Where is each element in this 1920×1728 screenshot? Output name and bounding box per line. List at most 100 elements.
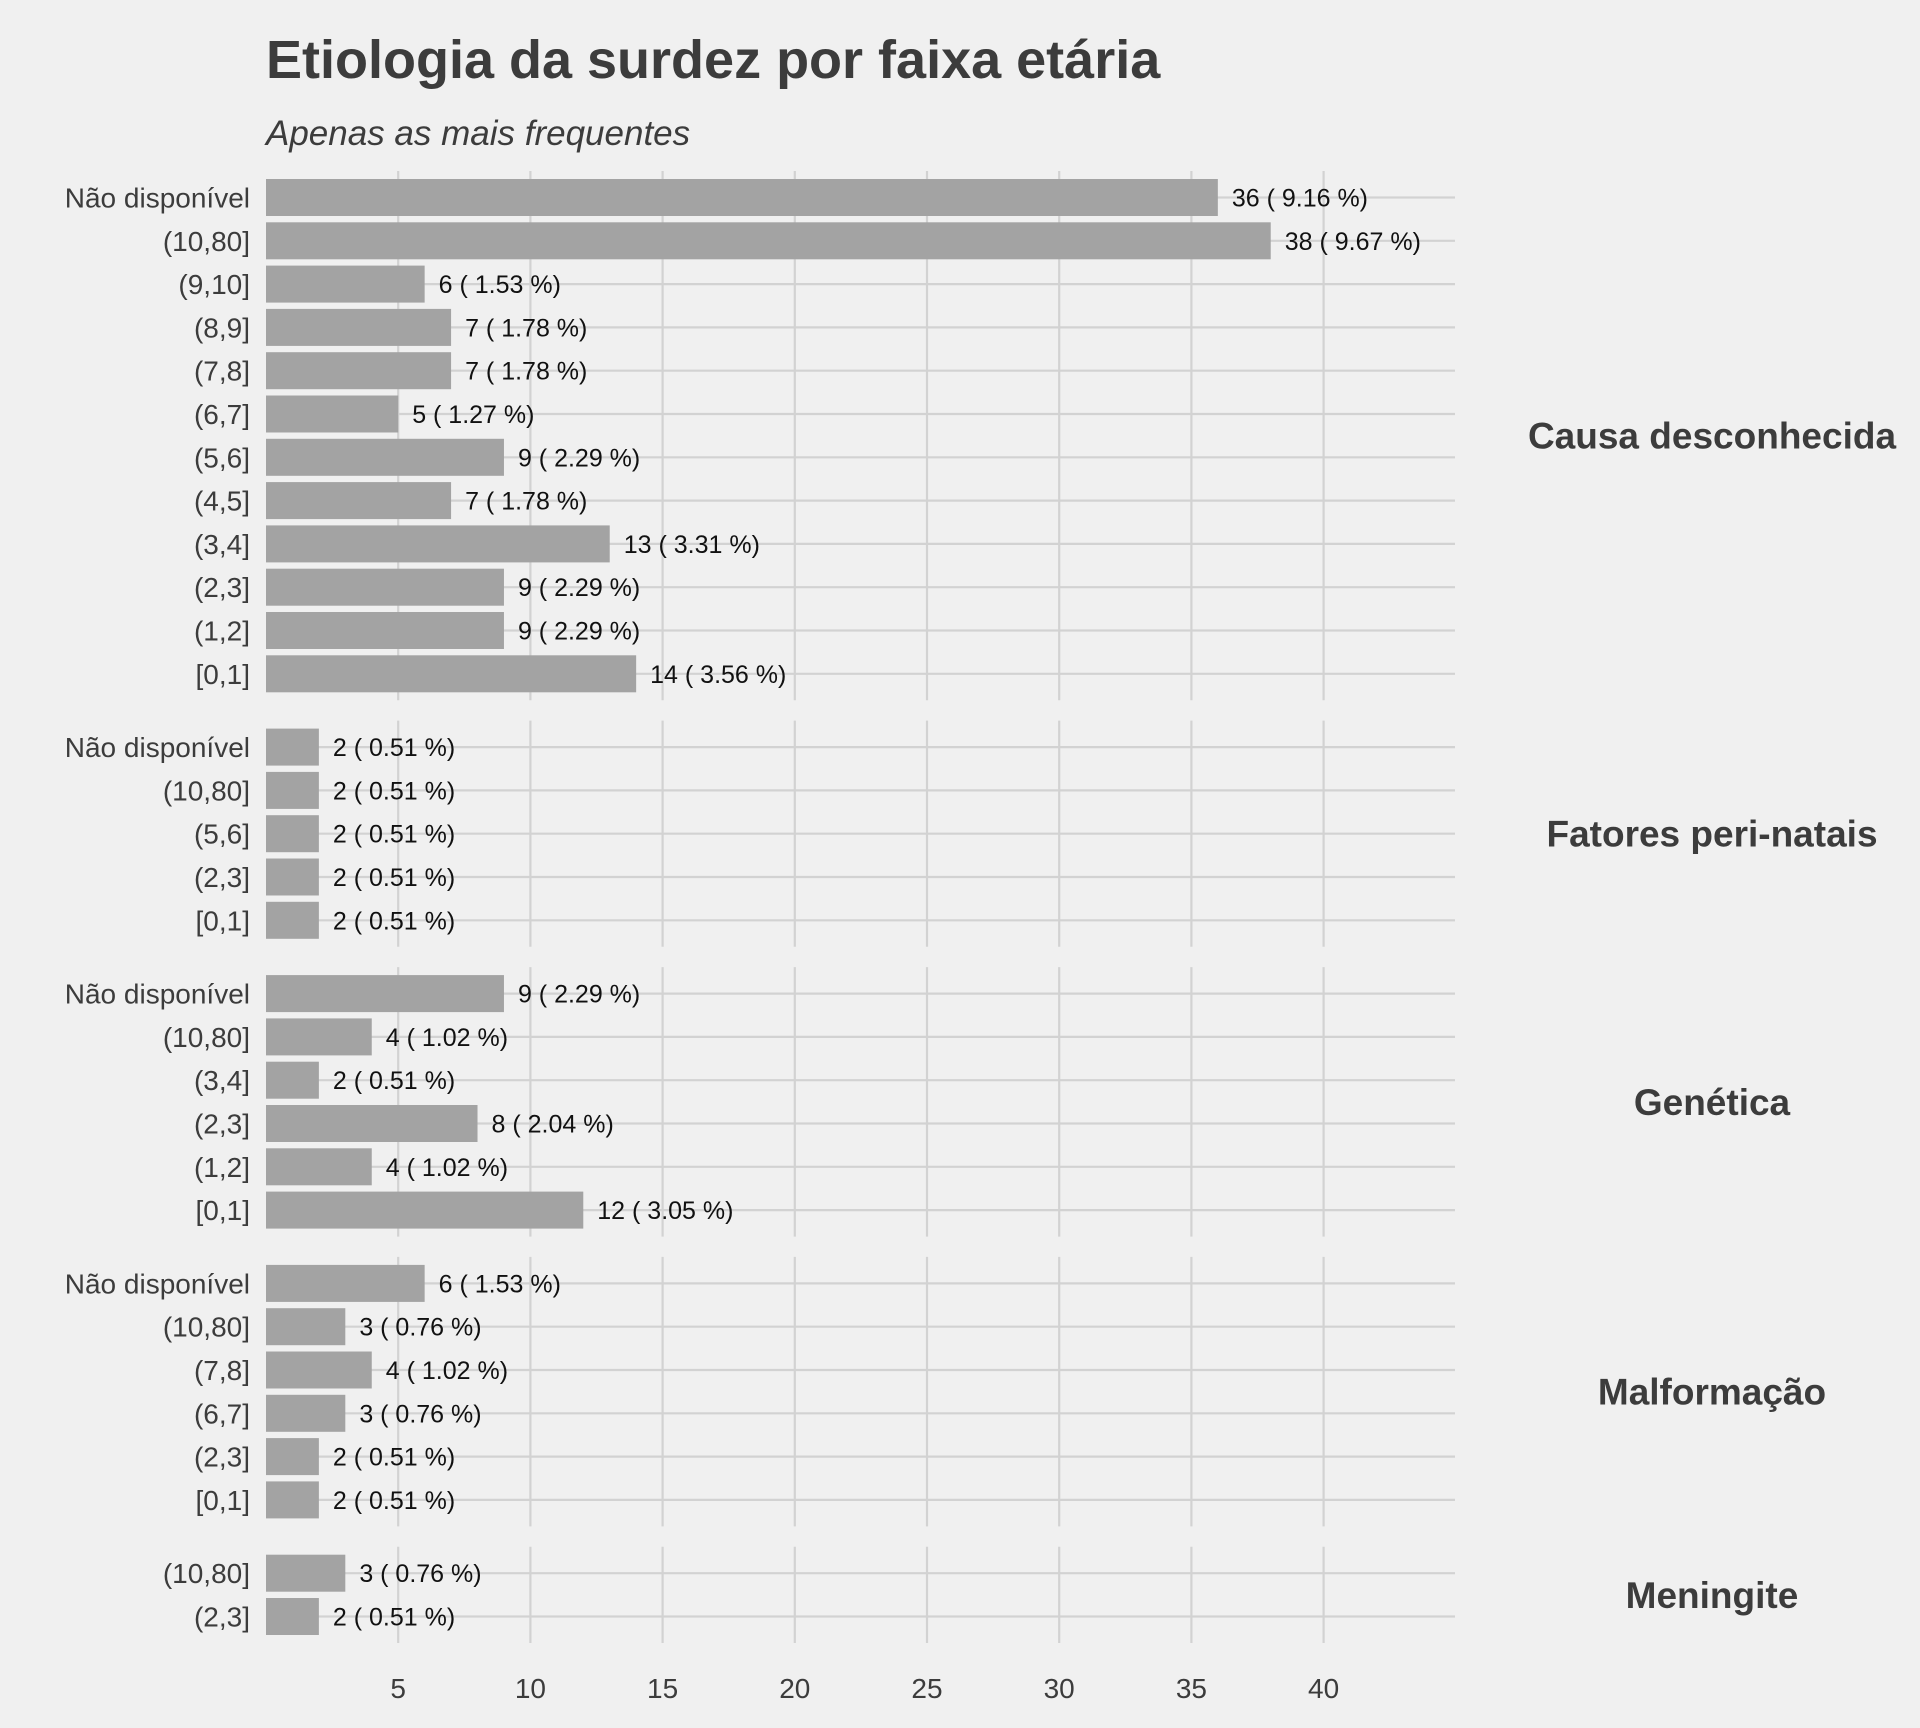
bar-value-label: 3 ( 0.76 %) bbox=[359, 1314, 481, 1342]
bar bbox=[266, 568, 504, 606]
y-category-label: (10,80] bbox=[163, 1558, 250, 1589]
bar bbox=[266, 1148, 372, 1186]
bar bbox=[266, 612, 504, 649]
facet-strip-label: Meningite bbox=[1626, 1575, 1799, 1616]
bar bbox=[266, 1554, 346, 1592]
bar-value-label: 2 ( 0.51 %) bbox=[333, 907, 455, 935]
bar-value-label: 7 ( 1.78 %) bbox=[465, 358, 587, 386]
y-category-label: (2,3] bbox=[194, 1602, 250, 1633]
x-tick-label: 5 bbox=[390, 1673, 406, 1704]
bar bbox=[266, 1394, 346, 1432]
y-category-label: (5,6] bbox=[194, 442, 250, 473]
bar-value-label: 3 ( 0.76 %) bbox=[359, 1560, 481, 1588]
bar bbox=[266, 179, 1218, 216]
y-category-label: (8,9] bbox=[194, 312, 250, 343]
bar-value-label: 5 ( 1.27 %) bbox=[412, 401, 534, 429]
bar-value-label: 6 ( 1.53 %) bbox=[439, 1270, 561, 1298]
bar-value-label: 2 ( 0.51 %) bbox=[333, 1487, 455, 1515]
bar bbox=[266, 655, 637, 693]
bar bbox=[266, 525, 610, 563]
facet-strip-label: Fatores peri-natais bbox=[1546, 814, 1877, 855]
bar bbox=[266, 438, 504, 476]
bar-value-label: 13 ( 3.31 %) bbox=[624, 531, 760, 559]
bar-value-label: 7 ( 1.78 %) bbox=[465, 488, 587, 516]
bar-value-label: 4 ( 1.02 %) bbox=[386, 1024, 508, 1052]
bar-value-label: 7 ( 1.78 %) bbox=[465, 314, 587, 342]
bar-value-label: 2 ( 0.51 %) bbox=[333, 1604, 455, 1632]
y-category-label: (4,5] bbox=[194, 486, 250, 517]
x-tick-label: 25 bbox=[911, 1673, 942, 1704]
bar bbox=[266, 1481, 319, 1519]
facet-strip-label: Malformação bbox=[1598, 1372, 1826, 1413]
bar-value-label: 9 ( 2.29 %) bbox=[518, 618, 640, 646]
bar-value-label: 2 ( 0.51 %) bbox=[333, 777, 455, 805]
y-category-label: (7,8] bbox=[194, 1355, 250, 1386]
bar-value-label: 36 ( 9.16 %) bbox=[1232, 185, 1368, 213]
y-category-label: Não disponível bbox=[65, 732, 250, 763]
x-tick-label: 10 bbox=[515, 1673, 546, 1704]
bar bbox=[266, 901, 319, 939]
x-tick-label: 30 bbox=[1044, 1673, 1075, 1704]
y-category-label: (1,2] bbox=[194, 1152, 250, 1183]
bar bbox=[266, 1351, 372, 1389]
bar-value-label: 2 ( 0.51 %) bbox=[333, 1067, 455, 1095]
bar-value-label: 4 ( 1.02 %) bbox=[386, 1154, 508, 1182]
bar bbox=[266, 815, 319, 853]
y-category-label: (7,8] bbox=[194, 356, 250, 387]
x-tick-label: 40 bbox=[1308, 1673, 1339, 1704]
y-category-label: (10,80] bbox=[163, 226, 250, 257]
bar-value-label: 14 ( 3.56 %) bbox=[650, 661, 786, 689]
y-category-label: [0,1] bbox=[196, 1195, 250, 1226]
bar-value-label: 4 ( 1.02 %) bbox=[386, 1357, 508, 1385]
bar bbox=[266, 975, 504, 1013]
bar bbox=[266, 222, 1271, 260]
bar-value-label: 2 ( 0.51 %) bbox=[333, 821, 455, 849]
y-category-label: Não disponível bbox=[65, 1268, 250, 1299]
bar bbox=[266, 1308, 346, 1346]
y-category-label: (5,6] bbox=[194, 819, 250, 850]
bar bbox=[266, 482, 452, 520]
bar bbox=[266, 1598, 319, 1635]
bar-value-label: 8 ( 2.04 %) bbox=[492, 1111, 614, 1139]
x-tick-label: 15 bbox=[647, 1673, 678, 1704]
bar bbox=[266, 395, 399, 433]
bar-value-label: 38 ( 9.67 %) bbox=[1285, 228, 1421, 256]
bar-value-label: 9 ( 2.29 %) bbox=[518, 981, 640, 1009]
y-category-label: [0,1] bbox=[196, 1485, 250, 1516]
bar bbox=[266, 265, 425, 303]
y-category-label: (10,80] bbox=[163, 775, 250, 806]
y-category-label: (3,4] bbox=[194, 529, 250, 560]
bar-value-label: 2 ( 0.51 %) bbox=[333, 734, 455, 762]
y-category-label: (2,3] bbox=[194, 1109, 250, 1140]
bar bbox=[266, 1105, 478, 1142]
y-category-label: (6,7] bbox=[194, 1398, 250, 1429]
bar-value-label: 3 ( 0.76 %) bbox=[359, 1400, 481, 1428]
labels-layer: Não disponível 36 ( 9.16 %) (10,80] 38 ( 9.… bbox=[65, 183, 1897, 1705]
bar bbox=[266, 858, 319, 896]
x-tick-label: 35 bbox=[1176, 1673, 1207, 1704]
bar-value-label: 2 ( 0.51 %) bbox=[333, 1444, 455, 1472]
y-category-label: (3,4] bbox=[194, 1065, 250, 1096]
y-category-label: (1,2] bbox=[194, 616, 250, 647]
facet-strip-label: Causa desconhecida bbox=[1528, 416, 1897, 457]
y-category-label: [0,1] bbox=[196, 659, 250, 690]
y-category-label: (6,7] bbox=[194, 399, 250, 430]
y-category-label: Não disponível bbox=[65, 183, 250, 214]
bar bbox=[266, 1018, 372, 1056]
chart-subtitle: Apenas as mais frequentes bbox=[264, 114, 690, 153]
y-category-label: (2,3] bbox=[194, 1442, 250, 1473]
bar bbox=[266, 728, 319, 766]
bar-value-label: 9 ( 2.29 %) bbox=[518, 444, 640, 472]
bar-value-label: 6 ( 1.53 %) bbox=[439, 271, 561, 299]
bar bbox=[266, 308, 452, 346]
y-category-label: (9,10] bbox=[178, 269, 250, 300]
chart-title: Etiologia da surdez por faixa etária bbox=[266, 30, 1161, 90]
bar bbox=[266, 1061, 319, 1099]
bar bbox=[266, 771, 319, 809]
bar-value-label: 12 ( 3.05 %) bbox=[597, 1197, 733, 1225]
bar bbox=[266, 1191, 584, 1229]
y-category-label: (10,80] bbox=[163, 1312, 250, 1343]
facet-strip-label: Genética bbox=[1634, 1082, 1791, 1123]
bar bbox=[266, 1264, 425, 1302]
